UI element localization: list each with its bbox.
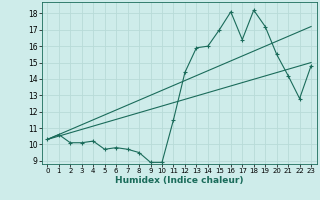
X-axis label: Humidex (Indice chaleur): Humidex (Indice chaleur): [115, 176, 244, 185]
